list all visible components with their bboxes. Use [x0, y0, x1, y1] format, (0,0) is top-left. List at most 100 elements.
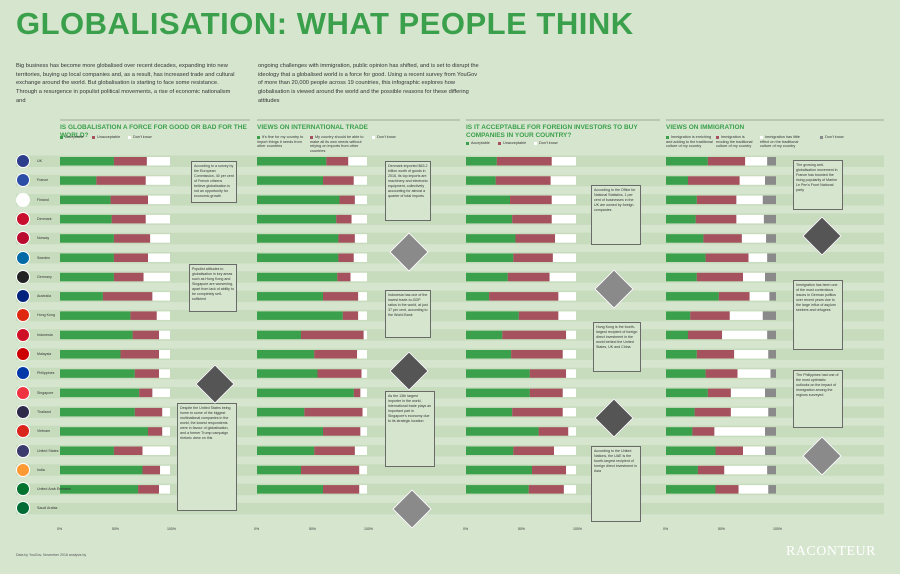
bar-segment — [152, 388, 170, 398]
bar-segment — [60, 427, 148, 436]
bar-segment — [360, 388, 367, 398]
bar-segment — [765, 388, 776, 398]
bar-segment — [566, 369, 576, 378]
bar-segment — [510, 195, 552, 205]
bar-segment — [60, 330, 133, 340]
country-label: France — [37, 178, 49, 183]
bar-segment — [257, 446, 315, 455]
bar-segment — [496, 157, 552, 166]
bar-segment — [566, 330, 576, 340]
bar-segment — [110, 195, 148, 205]
legend-swatch — [498, 141, 501, 145]
flag-france-icon — [16, 173, 30, 188]
bar-segment — [718, 292, 750, 301]
bar-segment — [148, 195, 170, 205]
bar-segment — [765, 446, 776, 455]
bar-segment — [323, 292, 359, 301]
bar-segment — [762, 195, 776, 205]
bar-segment — [113, 253, 148, 262]
bar-segment — [314, 350, 358, 359]
bar-segment — [359, 465, 367, 475]
bar-segment — [768, 407, 776, 417]
bar-segment — [707, 157, 746, 166]
bar-segment — [466, 465, 532, 475]
bar-segment — [466, 311, 519, 320]
bar-segment — [60, 214, 112, 224]
row-band — [16, 329, 884, 341]
bar-segment — [348, 157, 367, 166]
country-label: UK — [37, 159, 42, 163]
legend-item-acceptable: Acceptable — [466, 141, 506, 146]
legend-item-dont-know: Don't know — [820, 135, 850, 140]
country-label: Saudi Arabia — [37, 506, 58, 511]
section-title-globalisation: IS GLOBALISATION A FORCE FOR GOOD OR BAD… — [60, 124, 247, 139]
bar-segment — [734, 350, 769, 359]
bar-segment — [666, 292, 719, 301]
legend-item-eroding: Immigration is eroding the traditional c… — [716, 135, 753, 149]
bar-segment — [338, 253, 354, 262]
bar-segment — [538, 427, 569, 436]
bar-segment — [529, 388, 563, 398]
bar-segment — [666, 311, 691, 320]
bar-segment — [120, 350, 159, 359]
bar-segment — [563, 485, 576, 494]
bar-segment — [466, 195, 510, 205]
bar-segment — [737, 369, 771, 378]
bar-segment — [134, 369, 159, 378]
bar-segment — [130, 311, 157, 320]
bar-segment — [512, 214, 552, 224]
bar-segment — [339, 195, 355, 205]
bar-segment — [257, 311, 343, 320]
bar-segment — [489, 292, 559, 301]
bar-segment — [738, 485, 769, 494]
bar-segment — [336, 214, 352, 224]
bar-segment — [550, 176, 576, 185]
bar-segment — [768, 350, 776, 359]
bar-segment — [495, 176, 551, 185]
legend-item-unacceptable: Unacceptable — [498, 141, 538, 146]
bar-segment — [60, 369, 135, 378]
bar-segment — [361, 369, 367, 378]
bar-segment — [466, 485, 529, 494]
legend-swatch — [716, 135, 719, 139]
bar-segment — [314, 446, 355, 455]
bar-segment — [113, 157, 147, 166]
bar-segment — [666, 214, 696, 224]
bar-segment — [767, 465, 776, 475]
legend-item-dont-know: Don't know — [128, 135, 168, 140]
flag-uae-icon — [16, 482, 30, 497]
legend-item-enriching: Immigration is enriching and adding to t… — [666, 135, 713, 149]
bar-segment — [357, 350, 367, 359]
legend-swatch — [257, 135, 260, 139]
bar-segment — [502, 330, 567, 340]
legend-item-unacceptable: Unacceptable — [92, 135, 132, 140]
bar-segment — [142, 446, 170, 455]
flag-indonesia-icon — [16, 327, 30, 342]
bar-segment — [257, 195, 340, 205]
flag-saudi-arabia-icon — [16, 501, 30, 516]
bar-segment — [145, 176, 170, 185]
row-band — [16, 252, 884, 264]
bar-segment — [466, 253, 514, 262]
bar-segment — [466, 446, 514, 455]
annotation-uae: According to the United Nations, the UAE… — [591, 446, 641, 522]
flag-usa-icon — [16, 443, 30, 458]
bar-segment — [736, 214, 764, 224]
country-label: Vietnam — [37, 429, 51, 434]
bar-segment — [724, 465, 768, 475]
legend-swatch — [372, 135, 375, 139]
bar-segment — [552, 253, 576, 262]
flag-germany-icon — [16, 269, 30, 284]
legend-swatch — [534, 141, 537, 145]
axis-tick-label: 0% — [663, 527, 669, 531]
country-label: United States — [37, 448, 59, 453]
annotation-hong-kong-fdi: Hong Kong is the fourth-largest recipien… — [593, 322, 641, 372]
bar-segment — [765, 272, 776, 282]
bar-segment — [257, 407, 305, 417]
bar-segment — [745, 157, 768, 166]
bar-segment — [358, 292, 367, 301]
bar-segment — [741, 234, 767, 243]
bar-segment — [60, 195, 111, 205]
bar-segment — [466, 350, 512, 359]
bar-segment — [96, 176, 146, 185]
